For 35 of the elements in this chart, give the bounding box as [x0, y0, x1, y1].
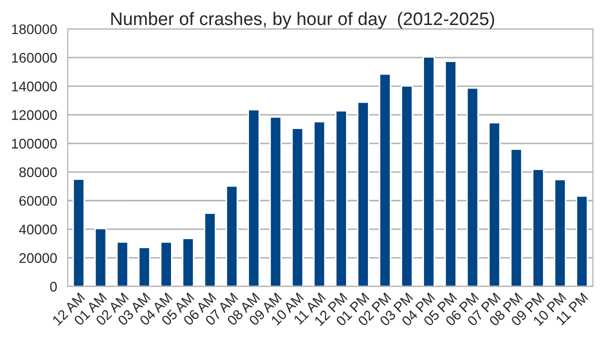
y-tick-label: 20000	[19, 253, 57, 264]
bar	[269, 116, 282, 286]
bar	[182, 238, 194, 286]
bar	[576, 195, 588, 286]
bar	[400, 85, 414, 286]
y-tick-label: 80000	[19, 167, 57, 178]
y-tick-label: 160000	[12, 52, 57, 63]
y-tick-label: 40000	[19, 224, 57, 234]
y-tick-label: 100000	[12, 138, 57, 149]
bar	[422, 56, 435, 286]
bar	[116, 241, 129, 286]
bar	[335, 110, 348, 286]
bar	[554, 178, 566, 286]
bar	[138, 246, 151, 286]
bar	[510, 148, 522, 286]
bar	[313, 120, 326, 286]
chart-title: Number of crashes, by hour of day (2012-2025)	[111, 12, 494, 29]
bar	[160, 241, 172, 286]
y-tick-label: 180000	[12, 24, 57, 34]
bar	[72, 178, 85, 286]
y-tick-label: 60000	[19, 196, 57, 206]
bar	[248, 108, 260, 286]
y-tick-label: 0	[50, 282, 57, 292]
y-tick-label: 120000	[12, 110, 57, 120]
y-tick-label: 140000	[12, 82, 57, 92]
bar	[488, 122, 501, 286]
bar	[532, 168, 544, 286]
bar	[226, 185, 238, 286]
bar	[466, 87, 479, 286]
bar	[356, 102, 370, 286]
bar	[94, 228, 107, 286]
bar	[378, 73, 392, 286]
bar	[291, 128, 304, 286]
bar	[444, 60, 457, 286]
bar	[204, 212, 216, 286]
